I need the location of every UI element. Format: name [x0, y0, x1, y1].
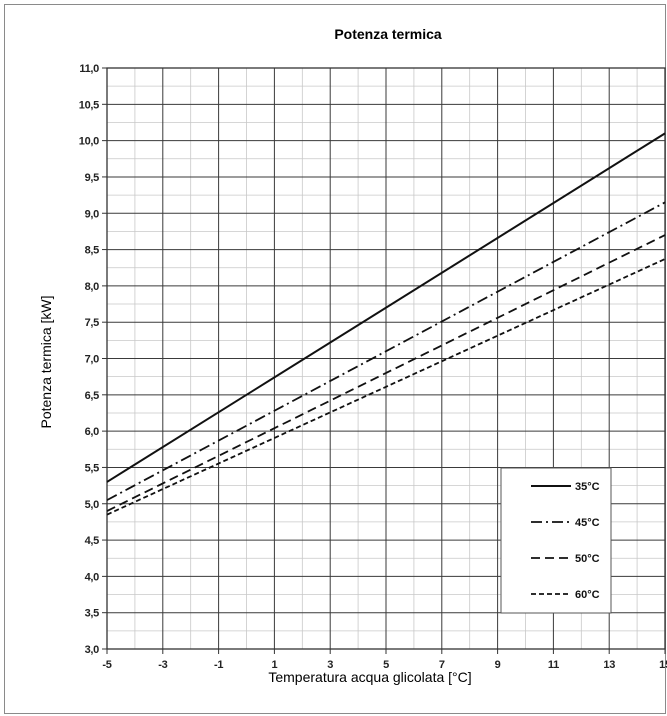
x-tick-label: -3	[158, 659, 167, 671]
y-tick-label: 9,0	[85, 208, 100, 220]
y-tick-label: 7,5	[85, 317, 100, 329]
x-tick-label: 1	[271, 659, 277, 671]
x-tick-label: 3	[327, 659, 333, 671]
y-tick-label: 3,5	[85, 608, 100, 620]
y-tick-label: 8,0	[85, 281, 100, 293]
series-line-50c	[106, 234, 666, 512]
x-tick-label: 5	[383, 659, 389, 671]
y-tick-label: 5,0	[85, 499, 100, 511]
x-axis-ticks: -5-3-113579111315	[102, 649, 667, 671]
series-line-45c	[106, 201, 666, 501]
x-tick-label: -1	[214, 659, 223, 671]
y-tick-label: 6,5	[85, 390, 100, 402]
x-tick-label: 13	[603, 659, 615, 671]
chart-frame: Potenza termica 3,0 3,5 4,0 4,5 5,0 5,5 6,0 6,5…	[4, 4, 667, 714]
legend-label: 50°C	[575, 553, 600, 565]
y-tick-label: 4,0	[85, 571, 100, 583]
x-tick-label: -5	[102, 659, 111, 671]
series-lines	[106, 132, 666, 516]
y-tick-label: 10,5	[79, 99, 99, 111]
y-tick-label: 3,0	[85, 644, 100, 656]
y-tick-label: 8,5	[85, 245, 100, 257]
y-axis-ticks: 3,0 3,5 4,0 4,5 5,0 5,5 6,0 6,5 7,0 7,5 8,0 8,5 9,0 9…	[79, 63, 107, 656]
legend-label: 60°C	[575, 589, 600, 601]
series-line-35c	[106, 132, 666, 483]
y-tick-label: 7,0	[85, 354, 100, 366]
legend-label: 45°C	[575, 517, 600, 529]
y-tick-label: 11,0	[79, 63, 99, 75]
line-chart: Potenza termica 3,0 3,5 4,0 4,5 5,0 5,5 6,0 6,5…	[38, 26, 667, 685]
y-tick-label: 5,5	[85, 462, 100, 474]
y-tick-label: 4,5	[85, 535, 100, 547]
y-tick-label: 9,5	[85, 172, 100, 184]
x-tick-label: 7	[439, 659, 445, 671]
legend: 35°C 45°C 50°C 60°C	[500, 467, 612, 614]
chart-title: Potenza termica	[334, 26, 442, 42]
series-line-60c	[106, 258, 666, 516]
y-axis-label: Potenza termica [kW]	[38, 295, 54, 428]
x-tick-label: 11	[548, 659, 559, 671]
y-tick-label: 10,0	[79, 136, 99, 148]
x-tick-label: 15	[659, 659, 667, 671]
x-tick-label: 9	[495, 659, 501, 671]
legend-box	[500, 467, 612, 614]
y-tick-label: 6,0	[85, 426, 100, 438]
x-axis-label: Temperatura acqua glicolata [°C]	[268, 669, 471, 685]
legend-label: 35°C	[575, 481, 600, 493]
